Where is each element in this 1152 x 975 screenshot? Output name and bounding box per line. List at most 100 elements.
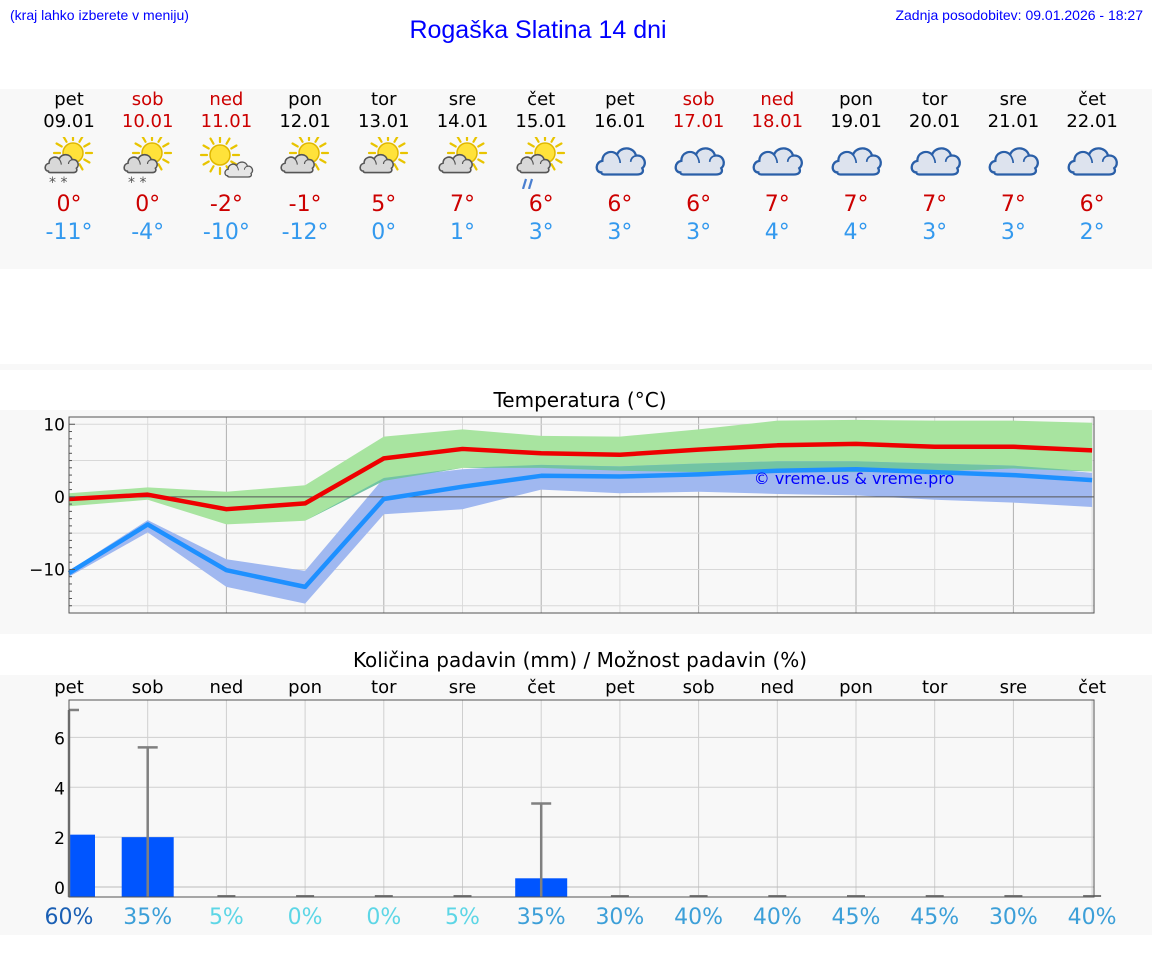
watermark: © vreme.us & vreme.pro [754, 469, 955, 488]
region-menu-note[interactable]: (kraj lahko izberete v meniju) [10, 7, 189, 23]
temp-min: 1° [450, 220, 475, 245]
precip-probability: 60% [44, 905, 94, 930]
precip-probability: 5% [208, 905, 244, 930]
forecast-day: pon 19.01 7° 4° [817, 89, 895, 247]
day-date: 21.01 [987, 111, 1040, 132]
sun-cloud-snow-icon: * * [123, 137, 172, 189]
forecast-day: pon 12.01 -1° -12° [266, 89, 344, 247]
precip-chart: pet sob ned pon tor sre čet pet sob ned pon tor sre č… [54, 677, 1106, 899]
x-day-label: pon [839, 677, 873, 698]
temp-min: -4° [131, 220, 165, 245]
day-name: sre [448, 89, 477, 110]
x-day-label: ned [209, 677, 243, 698]
x-day-label: pon [288, 677, 322, 698]
temp-min: 3° [528, 220, 554, 245]
temp-min: 3° [686, 220, 712, 245]
precip-probability: 30% [595, 905, 645, 930]
day-date: 18.01 [751, 111, 804, 132]
temp-max: 6° [607, 192, 633, 217]
temp-max: 0° [56, 192, 82, 217]
day-name: sre [999, 89, 1028, 110]
precip-bar [69, 834, 95, 897]
plot-frame [68, 699, 1095, 898]
precip-probability: 40% [674, 905, 724, 930]
day-date: 12.01 [279, 111, 331, 132]
x-day-label: pet [54, 677, 84, 698]
min-temp-line [67, 467, 1093, 590]
day-name: ned [760, 89, 795, 110]
day-date: 20.01 [908, 111, 961, 132]
temp-max: 7° [764, 192, 790, 217]
sun-cloud-rain-icon [516, 137, 566, 189]
day-date: 10.01 [121, 111, 174, 132]
band-overlap [69, 461, 1093, 525]
forecast-day: sre 14.01 7° 1° [424, 89, 502, 247]
y-tick-label: 4 [54, 779, 65, 799]
y-tick-label: 0 [54, 488, 65, 508]
sun-cloud-icon [280, 137, 330, 174]
day-name: sob [131, 89, 164, 110]
temp-max: 6° [686, 192, 712, 217]
temp-max: 6° [528, 192, 554, 217]
x-day-label: ned [760, 677, 794, 698]
cloudy-icon [595, 147, 646, 176]
x-day-label: tor [371, 677, 397, 698]
precip-probability: 5% [445, 905, 480, 930]
last-update: Zadnja posodobitev: 09.01.2026 - 18:27 [895, 7, 1143, 23]
temp-max: 7° [843, 192, 869, 217]
precip-probability: 45% [910, 905, 960, 930]
x-day-label: sre [1000, 677, 1027, 698]
precip-probability: 0% [366, 905, 402, 930]
forecast-day: čet 22.01 6° 2° [1053, 89, 1131, 247]
day-date: 16.01 [594, 111, 646, 132]
x-day-label: sob [683, 677, 715, 698]
day-name: čet [527, 89, 556, 110]
day-date: 13.01 [358, 111, 410, 132]
day-name: sob [682, 89, 715, 110]
temp-max: 7° [450, 192, 475, 217]
plot-area [69, 700, 1094, 897]
temp-min: -11° [45, 220, 93, 245]
forecast-day: pet 16.01 6° 3° [581, 89, 659, 247]
x-day-label: sre [449, 677, 476, 698]
y-tick-label: 6 [54, 729, 65, 749]
page-title: Rogaška Slatina 14 dni [409, 16, 667, 44]
cloudy-icon [831, 147, 882, 176]
temp-min: 3° [607, 220, 633, 245]
forecast-strip [0, 89, 1152, 269]
day-name: čet [1078, 89, 1107, 110]
temp-max: 6° [1079, 192, 1105, 217]
precip-probability: 45% [831, 905, 881, 930]
cloudy-icon [988, 147, 1040, 176]
day-name: pon [288, 89, 323, 110]
sun-cloud-icon [359, 137, 408, 174]
svg-text:* *: * * [49, 175, 67, 189]
forecast-day: čet 15.01 6° 3° [502, 89, 580, 247]
precip-probability: 0% [287, 905, 323, 930]
temp-max: 7° [922, 192, 948, 217]
day-date: 11.01 [200, 111, 253, 132]
day-date: 19.01 [830, 111, 882, 132]
x-day-label: sob [132, 677, 164, 698]
temp-min: -10° [202, 220, 250, 245]
temperature-chart: −10 0 10 © vreme.us & vreme.pro [29, 415, 1095, 614]
precip-probability: 40% [752, 905, 802, 930]
day-name: ned [209, 89, 244, 110]
plot-frame [68, 416, 1095, 614]
sun-small-cloud-icon [200, 137, 254, 178]
temp-min: 3° [1000, 220, 1026, 245]
day-name: tor [921, 89, 948, 110]
x-day-label: tor [922, 677, 948, 698]
y-tick-label: 10 [43, 415, 65, 435]
max-temp-line [68, 441, 1093, 512]
cloudy-icon [752, 147, 804, 176]
y-tick-label: 2 [54, 829, 65, 849]
temp-max: 7° [1000, 192, 1026, 217]
temp-max: 5° [371, 192, 397, 217]
cloudy-icon [1067, 147, 1119, 176]
day-date: 15.01 [515, 111, 567, 132]
precip-probability: 40% [1067, 905, 1117, 930]
forecast-day: sob 10.01 * * 0° -4° [109, 89, 187, 247]
day-name: pon [839, 89, 873, 110]
temp-max: -1° [288, 192, 322, 217]
